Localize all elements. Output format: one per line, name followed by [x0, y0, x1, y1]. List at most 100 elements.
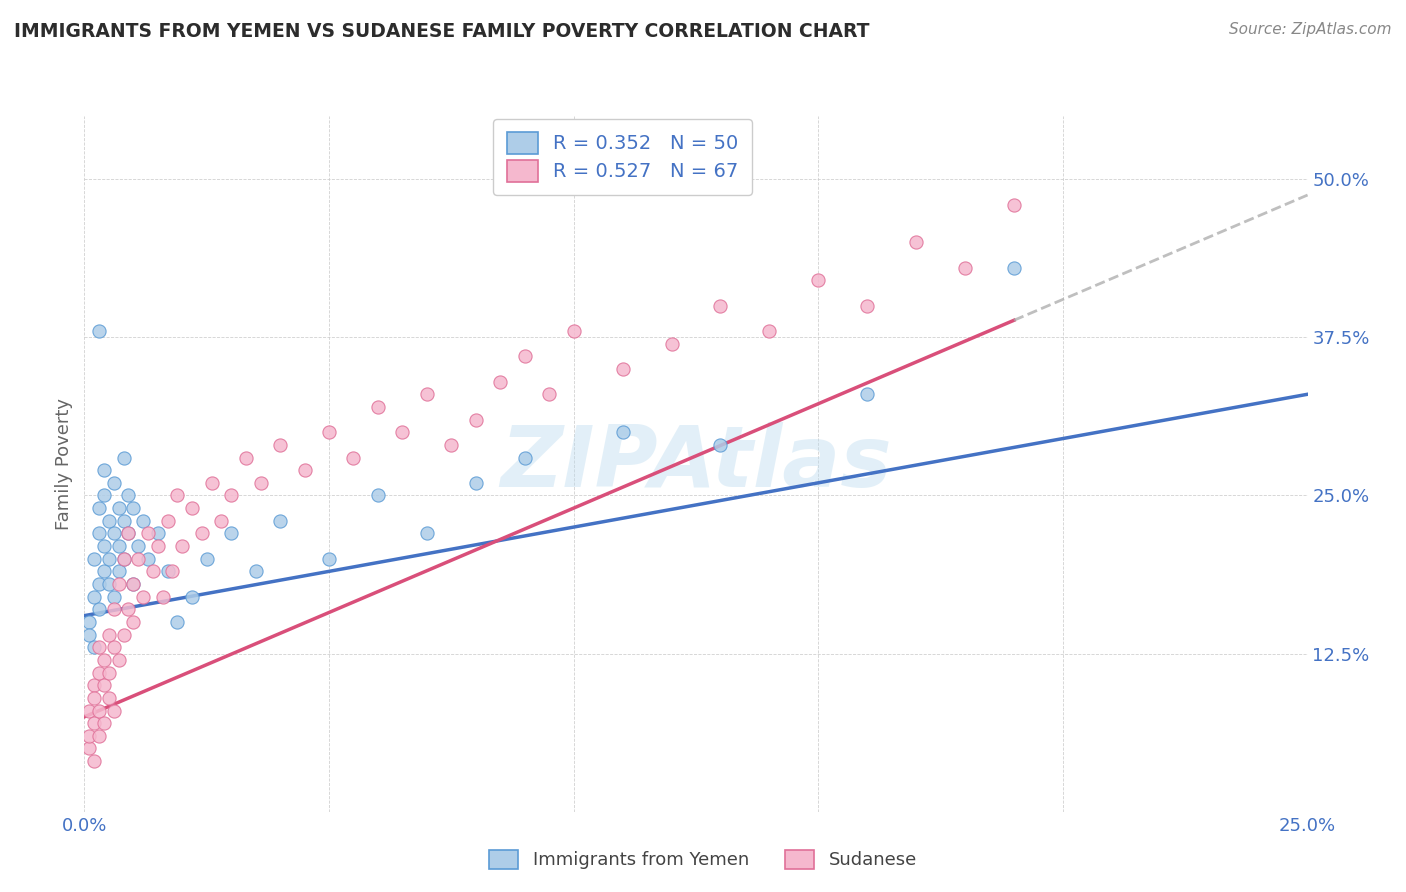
Point: [142, 565, 165, 579]
Legend: Immigrants from Yemen, Sudanese: Immigrants from Yemen, Sudanese: [481, 841, 925, 879]
Point: [489, 375, 512, 389]
Point: [87, 665, 110, 680]
Point: [112, 450, 135, 465]
Point: [1002, 197, 1025, 211]
Point: [103, 640, 125, 655]
Point: [562, 324, 585, 338]
Point: [112, 514, 135, 528]
Point: [107, 653, 129, 667]
Point: [953, 260, 976, 275]
Point: [107, 539, 129, 553]
Point: [219, 526, 242, 541]
Point: [112, 551, 135, 566]
Point: [103, 704, 125, 718]
Point: [249, 475, 271, 490]
Point: [83, 640, 105, 655]
Point: [709, 438, 731, 452]
Text: IMMIGRANTS FROM YEMEN VS SUDANESE FAMILY POVERTY CORRELATION CHART: IMMIGRANTS FROM YEMEN VS SUDANESE FAMILY…: [14, 22, 869, 41]
Point: [269, 438, 291, 452]
Point: [77, 627, 100, 641]
Point: [318, 425, 340, 440]
Point: [122, 501, 145, 516]
Point: [103, 590, 125, 604]
Point: [152, 590, 174, 604]
Point: [219, 488, 242, 502]
Point: [77, 741, 100, 756]
Point: [661, 336, 683, 351]
Point: [87, 324, 110, 338]
Point: [758, 324, 780, 338]
Point: [97, 690, 120, 705]
Point: [209, 514, 232, 528]
Point: [122, 577, 145, 591]
Point: [87, 501, 110, 516]
Point: [93, 716, 115, 731]
Point: [200, 475, 222, 490]
Point: [245, 565, 267, 579]
Point: [93, 565, 115, 579]
Point: [112, 551, 135, 566]
Point: [513, 349, 536, 363]
Point: [856, 387, 879, 401]
Point: [103, 526, 125, 541]
Point: [538, 387, 561, 401]
Point: [166, 488, 188, 502]
Point: [93, 463, 115, 477]
Point: [77, 615, 100, 629]
Point: [87, 729, 110, 743]
Text: ZIPAtlas: ZIPAtlas: [501, 422, 891, 506]
Point: [117, 602, 139, 616]
Point: [709, 299, 731, 313]
Point: [464, 412, 486, 426]
Point: [294, 463, 316, 477]
Point: [172, 539, 194, 553]
Point: [367, 400, 389, 414]
Point: [107, 565, 129, 579]
Point: [83, 590, 105, 604]
Point: [156, 514, 179, 528]
Point: [83, 678, 105, 692]
Y-axis label: Family Poverty: Family Poverty: [55, 398, 73, 530]
Point: [1002, 260, 1025, 275]
Point: [87, 640, 110, 655]
Point: [93, 539, 115, 553]
Point: [367, 488, 389, 502]
Point: [112, 627, 135, 641]
Point: [807, 273, 830, 287]
Point: [83, 754, 105, 768]
Point: [93, 488, 115, 502]
Point: [136, 526, 159, 541]
Point: [77, 729, 100, 743]
Point: [83, 716, 105, 731]
Point: [107, 501, 129, 516]
Point: [77, 704, 100, 718]
Point: [136, 551, 159, 566]
Point: [181, 501, 204, 516]
Point: [97, 577, 120, 591]
Point: [103, 475, 125, 490]
Point: [132, 514, 155, 528]
Point: [391, 425, 413, 440]
Point: [83, 690, 105, 705]
Point: [856, 299, 879, 313]
Point: [93, 653, 115, 667]
Point: [87, 704, 110, 718]
Point: [87, 577, 110, 591]
Point: [93, 678, 115, 692]
Point: [191, 526, 214, 541]
Point: [235, 450, 257, 465]
Point: [127, 539, 149, 553]
Point: [117, 526, 139, 541]
Point: [97, 514, 120, 528]
Legend: R = 0.352   N = 50, R = 0.527   N = 67: R = 0.352 N = 50, R = 0.527 N = 67: [494, 119, 752, 195]
Point: [440, 438, 463, 452]
Point: [612, 425, 634, 440]
Point: [97, 551, 120, 566]
Point: [181, 590, 204, 604]
Point: [905, 235, 928, 250]
Point: [127, 551, 149, 566]
Point: [107, 577, 129, 591]
Point: [342, 450, 364, 465]
Point: [87, 602, 110, 616]
Point: [97, 665, 120, 680]
